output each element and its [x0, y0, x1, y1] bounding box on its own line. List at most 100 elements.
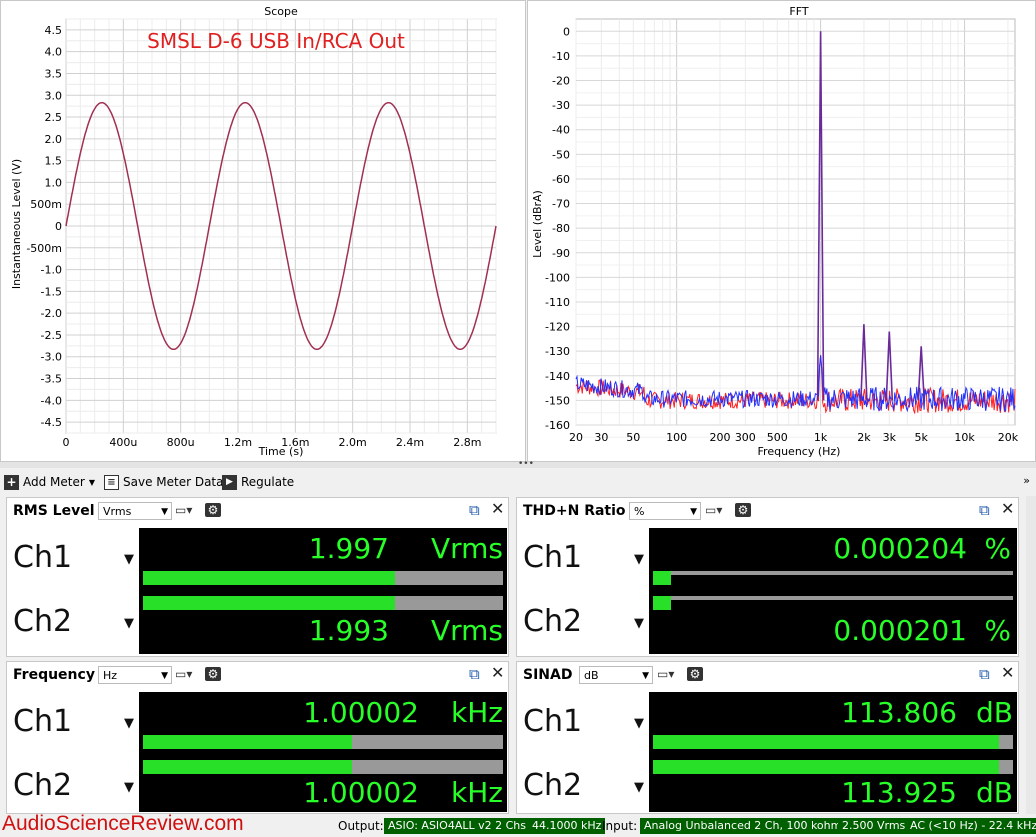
output-label: Output:: [338, 819, 384, 833]
input-range-button[interactable]: 2.500 Vrms: [838, 818, 910, 834]
output-rate-button[interactable]: 44.1000 kHz: [528, 818, 606, 834]
gear-icon[interactable]: ⚙: [687, 667, 703, 681]
fft-peak: [917, 346, 925, 401]
fft-x-tick-label: 1k: [814, 431, 828, 444]
fft-grid: [575, 18, 1016, 438]
graph-options-icon[interactable]: ▭▾: [657, 667, 675, 681]
regulate-label: Regulate: [241, 475, 295, 489]
level-bar: [143, 735, 503, 749]
input-label: Input:: [602, 819, 638, 833]
fft-y-tick-label: -40: [552, 124, 570, 137]
channel-menu-icon[interactable]: ▼: [634, 780, 644, 795]
fft-y-tick-label: -120: [545, 321, 570, 334]
channel-menu-icon[interactable]: ▼: [124, 780, 134, 795]
meter-header: Frequency Hz ▼ ▭▾ ⚙ ⧉ ✕: [7, 662, 508, 688]
meter-unit: dB: [976, 696, 1013, 729]
close-icon[interactable]: ✕: [1001, 499, 1015, 518]
fft-y-tick-label: -30: [552, 99, 570, 112]
meter-display-ch2: 1.993 Vrms: [139, 590, 507, 654]
chevron-down-icon: ▼: [161, 671, 168, 681]
scope-y-tick-label: -2.0: [41, 307, 62, 320]
fft-y-axis-label: Level (dBrA): [531, 190, 544, 258]
fft-x-tick-label: 500: [767, 431, 788, 444]
meters-scrollbar[interactable]: [1026, 496, 1036, 814]
channel-menu-icon[interactable]: ▼: [634, 616, 644, 631]
unit-select-value: Vrms: [103, 505, 132, 518]
frequency-meter: Frequency Hz ▼ ▭▾ ⚙ ⧉ ✕ Ch1 ▼ 1.00002 kHz…: [6, 661, 509, 814]
fft-title: FFT: [789, 5, 808, 18]
channel-label: Ch1: [13, 704, 73, 739]
graph-options-icon[interactable]: ▭▾: [175, 667, 193, 681]
meter-display-ch1: 1.00002 kHz: [139, 692, 507, 756]
meter-title: RMS Level: [13, 503, 95, 519]
rms-level-meter: RMS Level Vrms ▼ ▭▾ ⚙ ⧉ ✕ Ch1 ▼ 1.997 Vrm…: [6, 497, 509, 657]
level-bar: [143, 760, 503, 774]
close-icon[interactable]: ✕: [491, 663, 505, 682]
scope-x-tick-label: 2.4m: [396, 436, 424, 449]
output-device-button[interactable]: ASIO: ASIO4ALL v2 2 Chs: [384, 818, 530, 834]
channel-label: Ch1: [523, 540, 583, 575]
graph-options-icon[interactable]: ▭▾: [705, 503, 723, 517]
unit-select[interactable]: % ▼: [629, 502, 701, 520]
meter-toolbar: + Add Meter ▼ ≡ Save Meter Data ▶ Regula…: [0, 469, 1036, 495]
save-meter-data-button[interactable]: ≡ Save Meter Data: [104, 472, 224, 492]
channel-menu-icon[interactable]: ▼: [124, 716, 134, 731]
scope-y-tick-label: 3.0: [45, 89, 63, 102]
fft-peak: [816, 31, 825, 401]
thdn-ratio-meter: THD+N Ratio % ▼ ▭▾ ⚙ ⧉ ✕ Ch1 ▼ 0.000204 %…: [516, 497, 1019, 657]
fft-x-tick-label: 10k: [954, 431, 975, 444]
pop-out-icon[interactable]: ⧉: [469, 665, 480, 683]
meter-unit: Vrms: [430, 614, 503, 647]
panel-splitter[interactable]: •••: [0, 459, 1036, 469]
scope-y-tick-label: 0: [55, 220, 62, 233]
toolbar-overflow-icon[interactable]: »: [1023, 474, 1030, 487]
scope-y-tick-label: 1.0: [45, 176, 63, 189]
meter-header: RMS Level Vrms ▼ ▭▾ ⚙ ⧉ ✕: [7, 498, 508, 524]
scope-overlay-title: SMSL D-6 USB In/RCA Out: [147, 29, 405, 53]
chevron-down-icon: ▼: [690, 507, 697, 517]
pop-out-icon[interactable]: ⧉: [979, 665, 990, 683]
gear-icon[interactable]: ⚙: [205, 503, 221, 517]
add-meter-button[interactable]: + Add Meter ▼: [4, 472, 95, 492]
regulate-button[interactable]: ▶ Regulate: [222, 472, 294, 492]
fft-plot-area: [575, 18, 1016, 426]
scope-y-tick-label: 4.0: [45, 46, 63, 59]
graph-options-icon[interactable]: ▭▾: [175, 503, 193, 517]
fft-y-tick-label: -70: [552, 198, 570, 211]
channel-menu-icon[interactable]: ▼: [124, 552, 134, 567]
meter-value: 113.806: [841, 696, 957, 729]
input-device-button[interactable]: Analog Unbalanced 2 Ch, 100 kohm: [640, 818, 846, 834]
meter-unit: kHz: [451, 776, 503, 809]
gear-icon[interactable]: ⚙: [205, 667, 221, 681]
channel-label: Ch2: [13, 768, 73, 803]
meter-title: THD+N Ratio: [523, 503, 626, 519]
status-bar: Output: ASIO: ASIO4ALL v2 2 Chs 44.1000 …: [0, 815, 1036, 837]
input-filter-button[interactable]: AC (<10 Hz) - 22.4 kHz: [906, 818, 1036, 834]
pop-out-icon[interactable]: ⧉: [979, 501, 990, 519]
channel-menu-icon[interactable]: ▼: [124, 616, 134, 631]
gear-icon[interactable]: ⚙: [735, 503, 751, 517]
level-bar-fill: [143, 596, 395, 610]
pop-out-icon[interactable]: ⧉: [469, 501, 480, 519]
fft-y-tick-label: -80: [552, 222, 570, 235]
close-icon[interactable]: ✕: [1001, 663, 1015, 682]
sinad-meter: SINAD dB ▼ ▭▾ ⚙ ⧉ ✕ Ch1 ▼ 113.806 dB Ch2 …: [516, 661, 1019, 814]
add-meter-label: Add Meter: [23, 475, 85, 489]
meter-display-ch1: 1.997 Vrms: [139, 528, 507, 592]
scope-title: Scope: [264, 5, 298, 18]
channel-menu-icon[interactable]: ▼: [634, 716, 644, 731]
scope-graph-panel[interactable]: Scope 4.5 4.0 3.5 3.0 2.5 2.0 1.5 1.0 500m 0 -500m…: [0, 0, 526, 462]
meter-unit: %: [984, 614, 1011, 647]
unit-select[interactable]: dB ▼: [579, 666, 653, 684]
scope-chart: Scope 4.5 4.0 3.5 3.0 2.5 2.0 1.5 1.0 500m 0 -500m…: [10, 5, 497, 458]
level-bar: [653, 735, 1013, 749]
close-icon[interactable]: ✕: [491, 499, 505, 518]
unit-select[interactable]: Vrms ▼: [98, 502, 172, 520]
scope-waveform: [65, 101, 497, 351]
channel-menu-icon[interactable]: ▼: [634, 552, 644, 567]
fft-graph-panel[interactable]: FFT 0 -10 -20 -30 -40 -50 -60 -70 -80 -90 -100 -110…: [527, 0, 1036, 462]
unit-select[interactable]: Hz ▼: [98, 666, 172, 684]
meter-display-ch1: 113.806 dB: [649, 692, 1017, 756]
chevron-down-icon: ▼: [161, 507, 168, 517]
fft-x-tick-label: 2k: [857, 431, 871, 444]
